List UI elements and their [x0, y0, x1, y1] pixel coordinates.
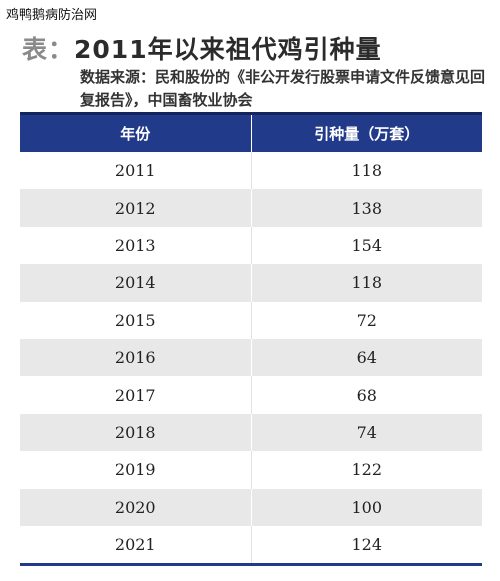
- value-cell: 124: [251, 525, 482, 567]
- year-cell: 2013: [20, 226, 252, 265]
- page-title: 表：2011年以来祖代鸡引种量: [22, 30, 382, 66]
- year-cell: 2020: [20, 488, 252, 526]
- value-cell: 118: [251, 264, 482, 302]
- value-cell: 68: [251, 376, 482, 414]
- year-cell: 2014: [20, 264, 252, 302]
- data-table: 年份 引种量（万套） 2011 118 2012 138 2013 154 20…: [20, 112, 482, 567]
- title-prefix: 表：: [22, 35, 75, 64]
- value-cell: 74: [251, 413, 482, 452]
- title-text: 2011年以来祖代鸡引种量: [74, 35, 382, 64]
- value-cell: 64: [251, 338, 482, 377]
- table-row: 2011 118: [20, 152, 482, 190]
- table-row: 2017 68: [20, 376, 482, 414]
- value-cell: 154: [251, 226, 482, 265]
- header-import-volume: 引种量（万套）: [251, 112, 482, 152]
- value-cell: 118: [251, 152, 482, 190]
- source-note: 数据来源：民和股份的《非公开发行股票申请文件反馈意见回复报告》，中国畜牧业协会: [80, 68, 486, 109]
- year-cell: 2017: [20, 376, 252, 414]
- year-cell: 2012: [20, 189, 252, 227]
- year-cell: 2019: [20, 451, 252, 489]
- year-cell: 2015: [20, 301, 252, 339]
- year-cell: 2018: [20, 413, 252, 452]
- year-cell: 2021: [20, 525, 252, 567]
- table-header-row: 年份 引种量（万套）: [20, 112, 482, 152]
- header-year: 年份: [20, 112, 252, 152]
- table-row: 2019 122: [20, 451, 482, 489]
- table-row: 2013 154: [20, 226, 482, 265]
- value-cell: 100: [251, 488, 482, 526]
- table-row: 2014 118: [20, 264, 482, 302]
- table-row: 2015 72: [20, 301, 482, 339]
- table-row: 2020 100: [20, 488, 482, 526]
- table-row: 2016 64: [20, 338, 482, 377]
- value-cell: 72: [251, 301, 482, 339]
- table-row: 2012 138: [20, 189, 482, 227]
- value-cell: 122: [251, 451, 482, 489]
- year-cell: 2011: [20, 152, 252, 190]
- value-cell: 138: [251, 189, 482, 227]
- table-row: 2021 124: [20, 525, 482, 567]
- watermark: 鸡鸭鹅病防治网: [6, 8, 98, 23]
- year-cell: 2016: [20, 338, 252, 377]
- table-row: 2018 74: [20, 413, 482, 452]
